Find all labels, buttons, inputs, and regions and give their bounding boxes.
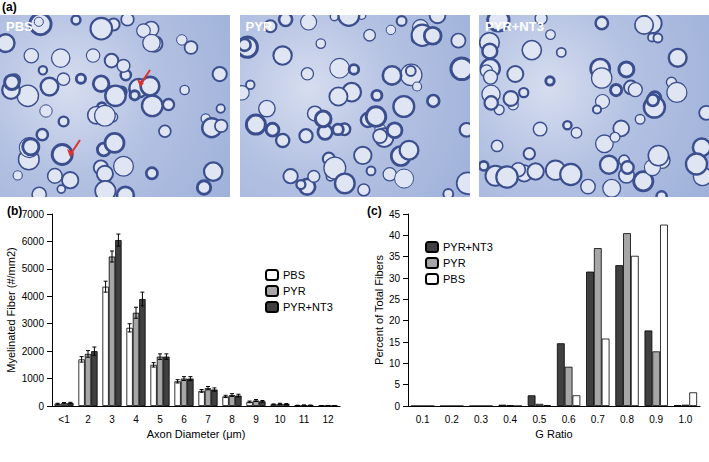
svg-text:11: 11: [299, 414, 310, 425]
svg-text:0.5: 0.5: [532, 414, 546, 425]
svg-text:G Ratio: G Ratio: [535, 428, 572, 440]
svg-text:PYR: PYR: [283, 285, 306, 297]
svg-text:45: 45: [389, 209, 401, 220]
svg-text:30: 30: [389, 273, 401, 284]
svg-text:0.8: 0.8: [620, 414, 634, 425]
svg-text:0.2: 0.2: [445, 414, 459, 425]
svg-text:5000: 5000: [22, 263, 45, 274]
svg-text:1000: 1000: [22, 373, 45, 384]
svg-text:5: 5: [394, 379, 400, 390]
svg-text:(c): (c): [367, 204, 382, 218]
html-text:PBS: PBS: [6, 19, 33, 34]
svg-text:0.1: 0.1: [416, 414, 430, 425]
svg-text:12: 12: [322, 414, 334, 425]
svg-text:0: 0: [38, 401, 44, 412]
svg-text:0: 0: [394, 401, 400, 412]
svg-text:Axon Diameter (μm): Axon Diameter (μm): [147, 428, 246, 440]
svg-text:10: 10: [274, 414, 286, 425]
svg-text:PBS: PBS: [443, 273, 465, 285]
svg-text:2: 2: [85, 414, 91, 425]
svg-text:PYR: PYR: [443, 257, 466, 269]
svg-text:0.7: 0.7: [591, 414, 605, 425]
svg-text:15: 15: [389, 337, 401, 348]
svg-text:4: 4: [133, 414, 139, 425]
svg-text:25: 25: [389, 294, 401, 305]
svg-text:2000: 2000: [22, 346, 45, 357]
html-text:PYR: PYR: [245, 19, 273, 34]
svg-text:9: 9: [253, 414, 259, 425]
svg-text:Myelinated Fiber (#/mm2): Myelinated Fiber (#/mm2): [5, 247, 17, 372]
svg-text:3: 3: [109, 414, 115, 425]
svg-text:4000: 4000: [22, 291, 45, 302]
svg-text:PYR+NT3: PYR+NT3: [443, 241, 493, 253]
svg-text:Percent of Total Fibers: Percent of Total Fibers: [373, 255, 385, 365]
svg-text:7: 7: [205, 414, 211, 425]
html-text:(a): (a): [2, 0, 17, 14]
svg-text:PBS: PBS: [283, 269, 305, 281]
svg-text:40: 40: [389, 230, 401, 241]
svg-text:PYR+NT3: PYR+NT3: [283, 301, 333, 313]
svg-text:0.4: 0.4: [503, 414, 517, 425]
svg-text:10: 10: [389, 358, 401, 369]
svg-text:0.9: 0.9: [649, 414, 663, 425]
svg-text:0.3: 0.3: [474, 414, 488, 425]
svg-text:6000: 6000: [22, 236, 45, 247]
svg-text:1.0: 1.0: [678, 414, 692, 425]
svg-text:8: 8: [229, 414, 235, 425]
svg-text:7000: 7000: [22, 209, 45, 220]
svg-text:<1: <1: [58, 414, 70, 425]
svg-text:0.6: 0.6: [562, 414, 576, 425]
svg-text:3000: 3000: [22, 318, 45, 329]
svg-text:35: 35: [389, 251, 401, 262]
svg-text:20: 20: [389, 315, 401, 326]
html-text:PYR+NT3: PYR+NT3: [485, 19, 544, 34]
svg-text:5: 5: [157, 414, 163, 425]
svg-text:(b): (b): [7, 204, 22, 218]
svg-text:6: 6: [181, 414, 187, 425]
